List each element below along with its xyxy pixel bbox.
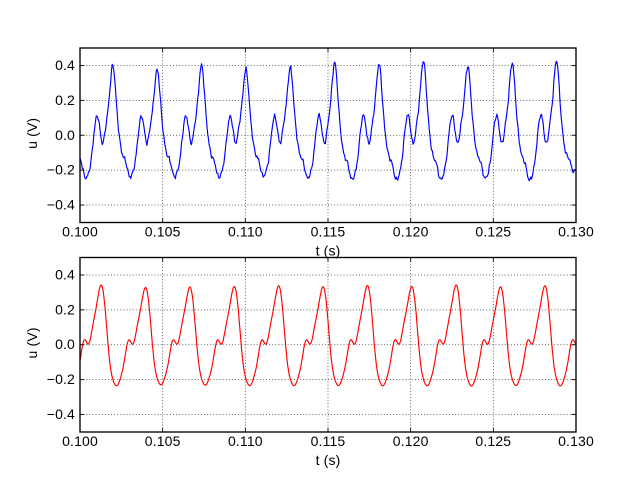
svg-text:0.100: 0.100 [62,433,98,449]
svg-text:0.4: 0.4 [55,57,75,73]
svg-text:0.2: 0.2 [55,301,75,317]
svg-text:0.110: 0.110 [228,224,263,240]
svg-text:−0.2: −0.2 [47,371,75,387]
svg-text:0.120: 0.120 [393,433,429,449]
svg-text:0.125: 0.125 [475,224,511,240]
svg-text:0.110: 0.110 [228,433,263,449]
svg-text:t (s): t (s) [316,243,341,259]
svg-text:0.120: 0.120 [393,224,429,240]
svg-text:−0.4: −0.4 [47,197,75,213]
svg-text:0.130: 0.130 [558,224,594,240]
svg-text:0.115: 0.115 [311,224,346,240]
svg-text:0.130: 0.130 [558,433,594,449]
svg-text:t (s): t (s) [316,452,341,468]
svg-text:u (V): u (V) [24,118,40,149]
svg-text:0.125: 0.125 [475,433,511,449]
svg-text:0.115: 0.115 [311,433,346,449]
svg-text:0.105: 0.105 [145,224,181,240]
svg-text:0.100: 0.100 [62,224,98,240]
svg-text:−0.2: −0.2 [47,162,75,178]
svg-text:0.2: 0.2 [55,92,75,108]
svg-text:−0.4: −0.4 [47,406,75,422]
svg-text:0.0: 0.0 [55,336,75,352]
svg-text:u (V): u (V) [24,327,40,358]
svg-text:0.0: 0.0 [55,127,75,143]
svg-text:0.105: 0.105 [145,433,181,449]
svg-text:0.4: 0.4 [55,266,75,282]
